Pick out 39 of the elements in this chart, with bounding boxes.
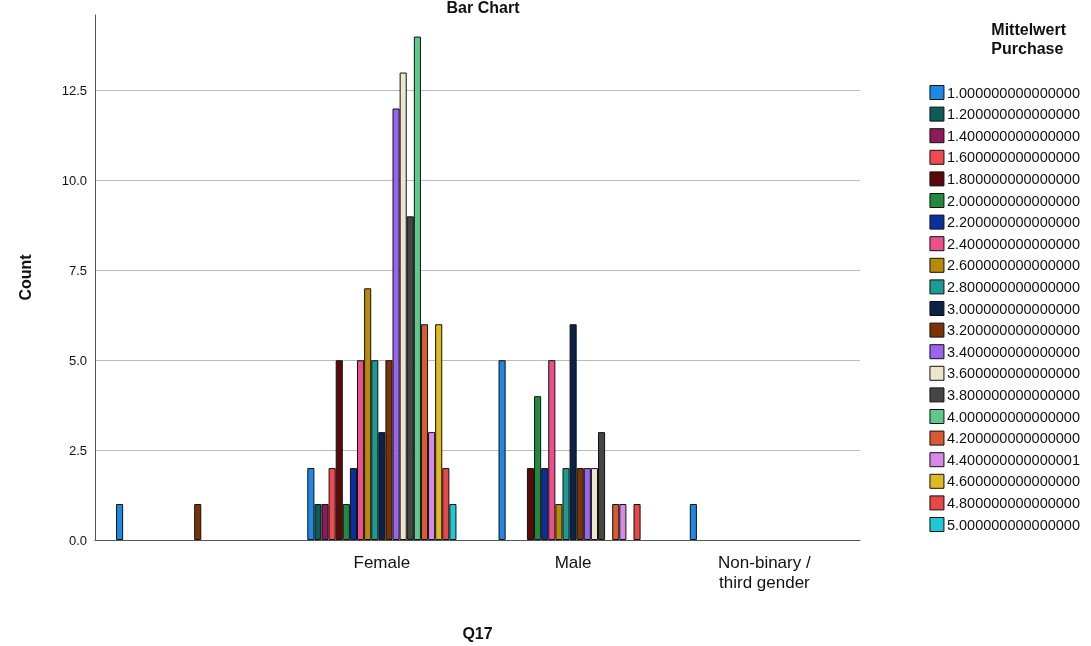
y-tick-label: 2.5 <box>68 442 87 458</box>
chart-title: Bar Chart <box>446 0 521 16</box>
legend-label: 2.400000000000000 <box>946 235 1081 252</box>
legend-label: 2.200000000000000 <box>946 214 1081 231</box>
legend-label: 4.200000000000000 <box>946 430 1081 447</box>
y-tick-label: 0.0 <box>68 532 87 548</box>
bar <box>633 504 641 540</box>
x-tick-label: Female <box>353 552 411 572</box>
legend-label: 1.000000000000000 <box>946 84 1081 101</box>
x-tick-label: Non-binary / third gender <box>718 552 811 592</box>
y-tick-label: 12.5 <box>61 83 87 99</box>
legend-label: 3.200000000000000 <box>946 322 1081 339</box>
bar <box>498 360 506 540</box>
y-tick-label: 5.0 <box>68 352 87 368</box>
y-tick-label: 10.0 <box>61 172 87 188</box>
bar <box>194 504 202 540</box>
bar <box>689 504 697 540</box>
legend-label: 2.800000000000000 <box>946 278 1081 295</box>
legend-title: Mittelwert Purchase <box>991 21 1067 57</box>
legend-label: 5.000000000000000 <box>946 516 1081 533</box>
bar <box>116 504 124 540</box>
legend-label: 1.600000000000000 <box>946 149 1081 166</box>
legend-label: 3.400000000000000 <box>946 343 1081 360</box>
legend-label: 4.600000000000000 <box>946 473 1081 490</box>
legend-label: 2.000000000000000 <box>946 192 1081 209</box>
legend-label: 2.600000000000000 <box>946 257 1081 274</box>
y-axis-title: Count <box>16 253 34 301</box>
legend-label: 3.800000000000000 <box>946 386 1081 403</box>
legend-label: 1.200000000000000 <box>946 106 1081 123</box>
legend-label: 4.800000000000000 <box>946 494 1081 511</box>
legend-label: 4.000000000000000 <box>946 408 1081 425</box>
y-tick-label: 7.5 <box>68 262 87 278</box>
x-tick-label: Male <box>554 552 592 572</box>
legend-label: 3.000000000000000 <box>946 300 1081 317</box>
legend-label: 4.400000000000001 <box>946 451 1081 468</box>
legend-label: 1.800000000000000 <box>946 170 1081 187</box>
legend-label: 3.600000000000000 <box>946 365 1081 382</box>
x-axis-title: Q17 <box>462 624 493 642</box>
legend-label: 1.400000000000000 <box>946 127 1081 144</box>
